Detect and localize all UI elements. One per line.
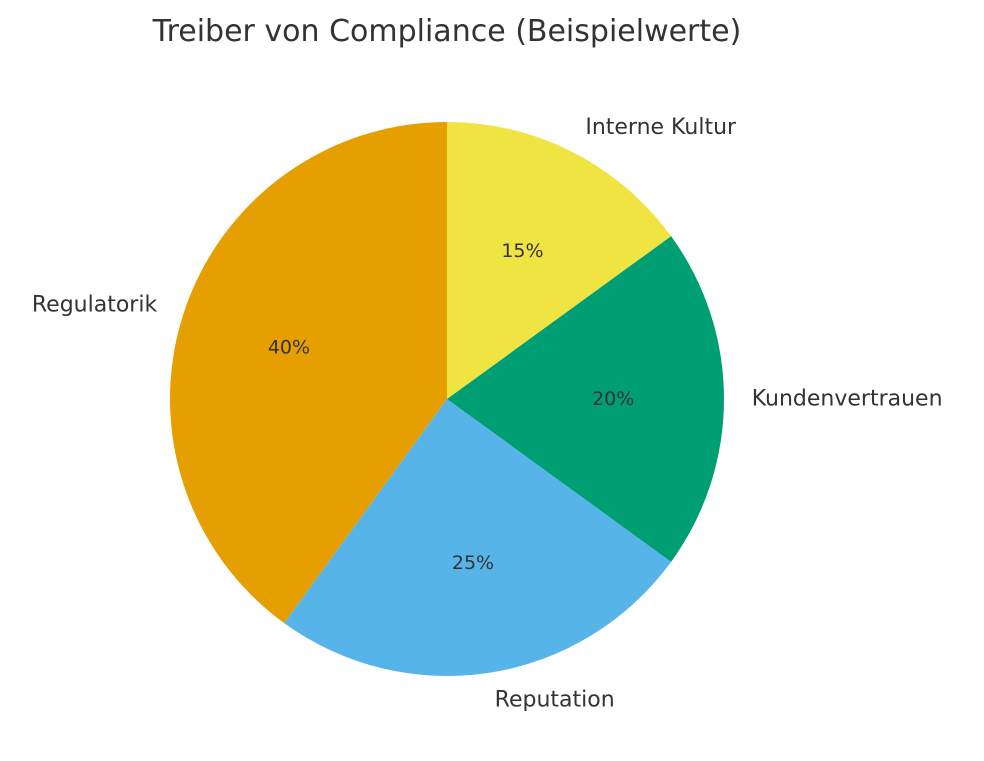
chart-title: Treiber von Compliance (Beispielwerte): [152, 14, 742, 49]
slice-percent-label: 20%: [592, 388, 634, 410]
slice-percent-label: 40%: [268, 337, 310, 359]
slice-percent-label: 15%: [501, 240, 543, 262]
pie-labels: 40% Regulatorik 25% Reputation 20% Kundenvert…: [32, 115, 943, 712]
pie-slice-kundenvertrauen: [447, 236, 724, 562]
slice-category-label: Reputation: [495, 687, 615, 712]
pie-slice-reputation: [284, 399, 672, 677]
pie-slice-regulatorik: [170, 122, 448, 624]
pie-slice-interne-kultur: [447, 121, 672, 399]
slice-category-label: Kundenvertrauen: [752, 387, 943, 412]
slice-percent-label: 25%: [452, 552, 494, 574]
pie-slices: [170, 121, 724, 677]
slice-category-label: Interne Kultur: [585, 115, 737, 140]
slice-category-label: Regulatorik: [32, 292, 158, 317]
